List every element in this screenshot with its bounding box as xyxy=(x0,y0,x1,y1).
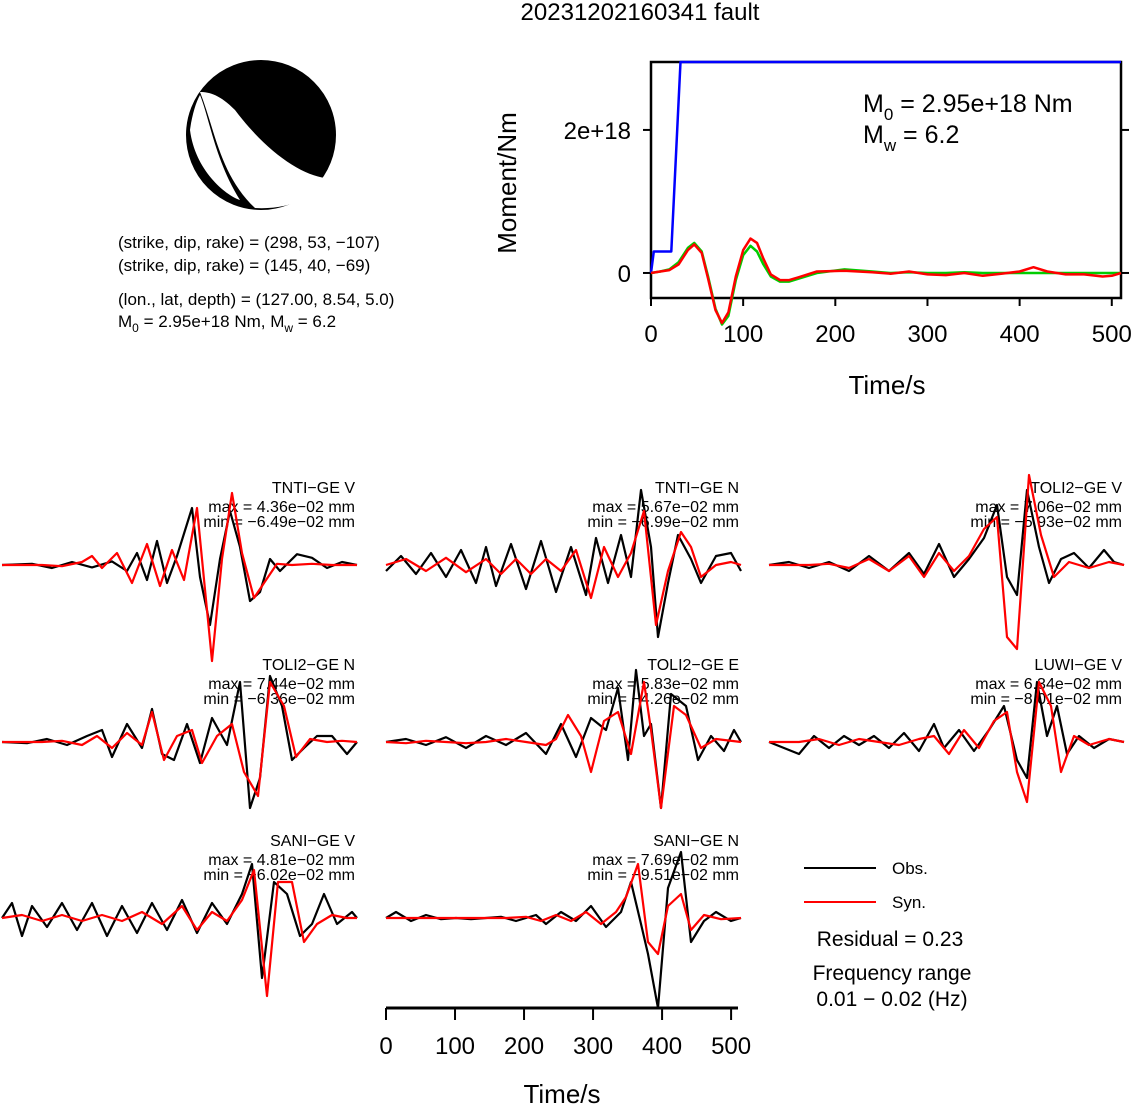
moment-xtick-label: 300 xyxy=(907,321,947,348)
waveform-xlabel: Time/s xyxy=(523,1079,600,1106)
station-max: max = 5.83e−02 mm xyxy=(592,676,739,693)
station-min: min = −6.49e−02 mm xyxy=(203,514,355,531)
waveform-xtick-label: 0 xyxy=(379,1033,392,1060)
legend-syn-label: Syn. xyxy=(892,893,926,912)
beachball-white-lobe-2 xyxy=(190,95,240,200)
synthetic-trace xyxy=(1,868,357,998)
station-max: max = 7.44e−02 mm xyxy=(208,676,355,693)
station-max: max = 7.69e−02 mm xyxy=(592,852,739,869)
station-min: min = −8.01e−02 mm xyxy=(970,691,1122,708)
waveform-xtick-label: 400 xyxy=(642,1033,682,1060)
moment-ytick-label: 2e+18 xyxy=(564,118,631,145)
station-name: TNTI−GE N xyxy=(655,480,739,497)
moment-series-line-0 xyxy=(649,60,1121,274)
beachball-white-lobe xyxy=(200,92,326,209)
mechanism-location: (lon., lat, depth) = (127.00, 8.54, 5.0) xyxy=(118,290,394,309)
waveform-xtick-label: 300 xyxy=(573,1033,613,1060)
moment-annotation-m0: M0 = 2.95e+18 Nm xyxy=(863,90,1073,124)
station-min: min = −6.02e−02 mm xyxy=(203,867,355,884)
station-name: TOLI2−GE N xyxy=(262,657,355,674)
moment-xtick-label: 500 xyxy=(1092,321,1132,348)
moment-xtick-label: 200 xyxy=(815,321,855,348)
station-max: max = 6.34e−02 mm xyxy=(975,676,1122,693)
observed-trace xyxy=(385,488,742,639)
moment-annotation-mw: Mw = 6.2 xyxy=(863,121,959,155)
station-min: min = −6.99e−02 mm xyxy=(587,514,739,531)
station-name: TOLI2−GE V xyxy=(1030,480,1122,497)
moment-series-line-1 xyxy=(650,241,1121,326)
station-max: max = 4.36e−02 mm xyxy=(208,499,355,516)
station-max: max = 7.06e−02 mm xyxy=(975,499,1122,516)
waveform-xtick-label: 500 xyxy=(711,1033,751,1060)
moment-series-line-2 xyxy=(650,237,1122,325)
station-name: TOLI2−GE E xyxy=(647,657,739,674)
mechanism-plane2: (strike, dip, rake) = (145, 40, −69) xyxy=(118,256,370,275)
station-min: min = −9.51e−02 mm xyxy=(587,867,739,884)
synthetic-trace xyxy=(385,509,742,627)
synthetic-trace xyxy=(386,862,742,956)
station-name: SANI−GE V xyxy=(270,833,355,850)
waveform-xtick-label: 200 xyxy=(504,1033,544,1060)
station-max: max = 4.81e−02 mm xyxy=(208,852,355,869)
moment-ytick-label: 0 xyxy=(618,261,631,288)
station-name: SANI−GE N xyxy=(653,833,739,850)
mechanism-plane1: (strike, dip, rake) = (298, 53, −107) xyxy=(118,233,380,252)
moment-ylabel: Moment/Nm xyxy=(492,112,522,254)
moment-xlabel: Time/s xyxy=(848,370,925,400)
moment-xtick-label: 0 xyxy=(644,321,657,348)
legend: Obs. Syn. xyxy=(804,859,928,912)
figure-title: 20231202160341 fault xyxy=(521,0,760,26)
focal-mechanism-beachball xyxy=(186,60,336,210)
frequency-range-label: Frequency range xyxy=(813,962,972,985)
waveform-time-axis: Time/s 0 100 200 300 400 500 xyxy=(379,1006,751,1106)
synthetic-trace xyxy=(2,491,357,663)
observed-trace xyxy=(768,488,1125,597)
station-name: TNTI−GE V xyxy=(272,480,355,497)
station-min: min = −5.93e−02 mm xyxy=(970,514,1122,531)
station-max: max = 5.67e−02 mm xyxy=(592,499,739,516)
synthetic-trace xyxy=(2,680,358,798)
observed-trace xyxy=(385,668,742,810)
moment-xtick-label: 400 xyxy=(1000,321,1040,348)
station-name: LUWI−GE V xyxy=(1034,657,1122,674)
legend-obs-label: Obs. xyxy=(892,859,928,878)
synthetic-trace xyxy=(385,680,742,810)
moment-xtick-label: 100 xyxy=(723,321,763,348)
frequency-range-value: 0.01 − 0.02 (Hz) xyxy=(816,988,967,1011)
synthetic-trace xyxy=(769,680,1125,804)
waveform-xtick-label: 100 xyxy=(435,1033,475,1060)
station-min: min = −4.26e−02 mm xyxy=(587,691,739,708)
mechanism-moment: M0 = 2.95e+18 Nm, Mw = 6.2 xyxy=(118,312,336,335)
residual-label: Residual = 0.23 xyxy=(817,928,964,951)
synthetic-trace xyxy=(769,473,1125,651)
